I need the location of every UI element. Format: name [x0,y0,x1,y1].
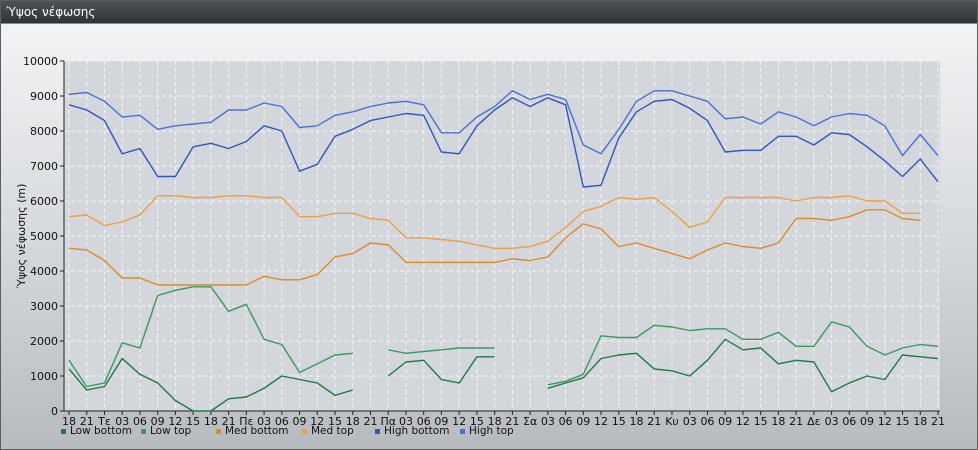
series-lines [68,90,939,412]
x-tick-label: Κυ [665,415,679,428]
x-tick-label: 03 [683,415,697,428]
legend-label: Low bottom [70,425,132,437]
series-line-med-top [68,195,921,249]
legend: Low bottom Low top Med bottom Med top High b… [61,425,514,437]
x-tick-label: 03 [257,415,271,428]
series-line-high-bottom [68,97,939,188]
legend-label: Low top [150,425,192,437]
x-tick-label: 18 [913,415,927,428]
x-tick-label: 12 [878,415,892,428]
y-tick-label: 8000 [30,125,58,138]
x-tick-label: 21 [647,415,661,428]
chart-panel: 0 1000 2000 3000 4000 5000 6000 7000 8000 9000 100… [1,24,977,449]
series-line-low-bottom [68,338,939,412]
gridlines [64,60,940,411]
x-tick-label: 21 [222,415,236,428]
legend-swatch [216,429,221,434]
x-tick-label: 15 [612,415,626,428]
series-line-med-bottom [68,209,921,286]
x-tick-label: 21 [931,415,945,428]
legend-swatch [302,429,307,434]
x-tick-label: 15 [328,415,342,428]
x-tick-label: 06 [417,415,431,428]
x-tick-label: 18 [488,415,502,428]
x-tick-label: 18 [62,415,76,428]
x-tick-label: 03 [541,415,555,428]
x-tick-label: 12 [736,415,750,428]
y-tick-label: 9000 [30,90,58,103]
y-axis-label: Ύψος νέφωσης (m) [15,184,28,290]
legend-label: Med top [311,425,354,437]
x-tick-label: Σα [523,415,537,428]
x-tick-label: Πε [239,415,253,428]
legend-swatch [460,429,465,434]
y-tick-label: 3000 [30,300,58,313]
x-tick-label: 21 [505,415,519,428]
legend-swatch [141,429,146,434]
x-tick-label: 06 [700,415,714,428]
x-tick-label: 21 [363,415,377,428]
x-tick-label: 15 [896,415,910,428]
x-tick-label: Πα [380,415,396,428]
y-tick-label: 6000 [30,195,58,208]
y-tick-label: 1000 [30,370,58,383]
legend-swatch [375,429,380,434]
x-tick-label: 06 [133,415,147,428]
x-tick-label: 09 [860,415,874,428]
x-tick-label: 12 [452,415,466,428]
y-tick-label: 4000 [30,265,58,278]
x-tick-label: 18 [771,415,785,428]
title-bar: Ύψος νέφωσης [1,1,977,24]
x-tick-label: 15 [470,415,484,428]
legend-label: High top [469,425,514,437]
legend-label: High bottom [384,425,449,437]
series-line-low-top [68,286,939,388]
cloud-height-chart: 0 1000 2000 3000 4000 5000 6000 7000 8000 9000 100… [15,55,945,437]
y-tick-label: 10000 [23,55,58,68]
y-tick-label: 0 [51,405,58,418]
x-tick-label: Τε [97,415,111,428]
y-tick-label: 2000 [30,335,58,348]
axes: 0 1000 2000 3000 4000 5000 6000 7000 8000 9000 100… [23,55,945,428]
series-line-high-top [68,90,939,157]
y-tick-label: 7000 [30,160,58,173]
legend-swatch [61,429,66,434]
x-tick-label: 09 [151,415,165,428]
x-tick-label: 06 [842,415,856,428]
x-tick-label: 12 [310,415,324,428]
x-tick-label: 18 [346,415,360,428]
x-tick-label: 06 [275,415,289,428]
x-tick-label: 03 [399,415,413,428]
y-tick-label: 5000 [30,230,58,243]
x-tick-label: 12 [168,415,182,428]
x-tick-label: 21 [80,415,94,428]
x-tick-label: 09 [434,415,448,428]
legend-label: Med bottom [225,425,289,437]
x-tick-label: 12 [594,415,608,428]
x-tick-label: 09 [718,415,732,428]
x-tick-label: 09 [293,415,307,428]
window-title: Ύψος νέφωσης [6,5,96,19]
x-tick-label: 06 [559,415,573,428]
x-tick-label: Δε [807,415,821,428]
x-tick-label: 21 [789,415,803,428]
x-tick-label: 15 [186,415,200,428]
x-tick-label: 18 [630,415,644,428]
x-tick-label: 15 [754,415,768,428]
x-tick-label: 18 [204,415,218,428]
x-tick-label: 03 [825,415,839,428]
x-tick-label: 09 [576,415,590,428]
x-tick-label: 03 [115,415,129,428]
